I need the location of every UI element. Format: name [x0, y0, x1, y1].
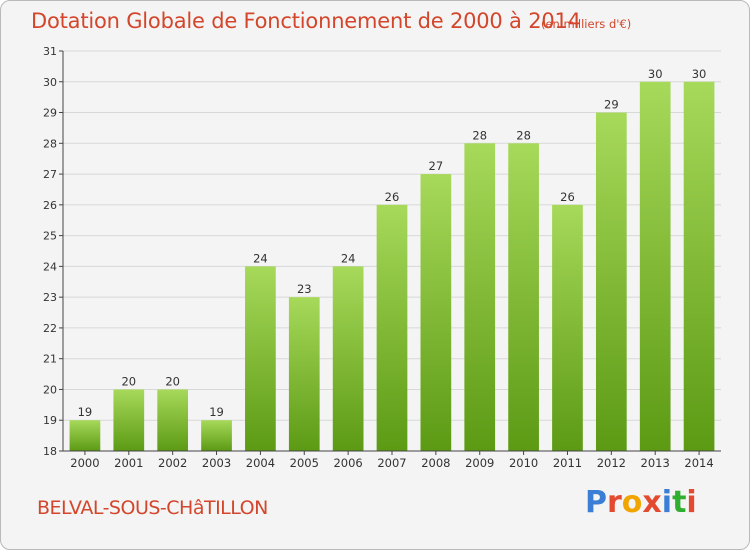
- logo-letter: t: [672, 485, 687, 520]
- bar: [157, 389, 189, 451]
- bar: [420, 174, 452, 452]
- logo-letter: i: [661, 485, 673, 520]
- value-label: 20: [121, 374, 136, 388]
- logo-letter: x: [642, 485, 662, 520]
- value-label: 24: [341, 251, 356, 265]
- x-tick-label: 2005: [290, 456, 319, 470]
- x-tick-label: 2008: [421, 456, 450, 470]
- x-tick-label: 2013: [641, 456, 670, 470]
- value-label: 19: [78, 405, 93, 419]
- bar: [595, 112, 627, 452]
- x-tick-label: 2006: [333, 456, 362, 470]
- bar: [508, 143, 539, 452]
- bar: [245, 266, 276, 451]
- y-tick-label: 29: [43, 107, 57, 120]
- y-tick-label: 31: [43, 45, 57, 58]
- bar: [683, 81, 715, 452]
- x-tick-label: 2014: [684, 456, 713, 470]
- bar: [201, 420, 232, 451]
- y-tick-label: 26: [43, 199, 57, 212]
- x-tick-label: 2009: [465, 456, 494, 470]
- x-tick-label: 2012: [597, 456, 626, 470]
- x-tick-label: 2002: [158, 456, 187, 470]
- bar: [288, 297, 320, 451]
- bar: [464, 143, 496, 452]
- x-tick-label: 2003: [202, 456, 231, 470]
- labels: 18 19 20 21 22 23 24 25 26 27 28 29 30 31 19 2000 20 2001…: [43, 45, 714, 470]
- y-tick-label: 25: [43, 230, 57, 243]
- value-label: 28: [516, 128, 531, 142]
- y-tick-label: 24: [43, 260, 57, 273]
- axes: [59, 50, 721, 455]
- logo-letter: o: [621, 485, 643, 520]
- bar: [552, 204, 583, 451]
- value-label: 30: [692, 67, 707, 81]
- y-tick-label: 21: [43, 353, 57, 366]
- x-tick-label: 2000: [70, 456, 99, 470]
- logo-letter: i: [686, 485, 697, 520]
- y-tick-label: 28: [43, 137, 57, 150]
- x-tick-label: 2011: [553, 456, 582, 470]
- x-tick-label: 2010: [509, 456, 538, 470]
- y-tick-label: 23: [43, 291, 57, 304]
- value-label: 27: [429, 159, 444, 173]
- x-tick-label: 2001: [114, 456, 143, 470]
- y-tick-label: 30: [43, 76, 57, 89]
- logo-letter: P: [585, 485, 607, 520]
- y-tick-label: 19: [43, 414, 57, 427]
- value-label: 24: [253, 251, 268, 265]
- logo-letter: r: [607, 485, 622, 520]
- proxiti-logo: Proxiti: [585, 485, 697, 520]
- value-label: 26: [560, 190, 575, 204]
- bar: [376, 204, 408, 451]
- commune-name: BELVAL-SOUS-CHâTILLON: [37, 497, 268, 519]
- value-label: 28: [472, 128, 487, 142]
- y-tick-label: 22: [43, 322, 57, 335]
- y-tick-label: 27: [43, 168, 57, 181]
- value-label: 20: [165, 374, 180, 388]
- bar: [332, 266, 364, 451]
- y-tick-label: 18: [43, 445, 57, 458]
- bar: [639, 81, 671, 452]
- bar: [69, 420, 101, 451]
- x-tick-label: 2004: [246, 456, 275, 470]
- x-tick-label: 2007: [377, 456, 406, 470]
- chart-unit: (en milliers d'€): [541, 17, 632, 31]
- value-label: 19: [209, 405, 224, 419]
- value-label: 29: [604, 98, 619, 112]
- value-label: 26: [385, 190, 400, 204]
- y-tick-label: 20: [43, 383, 57, 396]
- value-label: 23: [297, 282, 312, 296]
- bars: [69, 81, 715, 452]
- chart-title: Dotation Globale de Fonctionnement de 20…: [31, 9, 581, 33]
- value-label: 30: [648, 67, 663, 81]
- bar: [113, 389, 145, 451]
